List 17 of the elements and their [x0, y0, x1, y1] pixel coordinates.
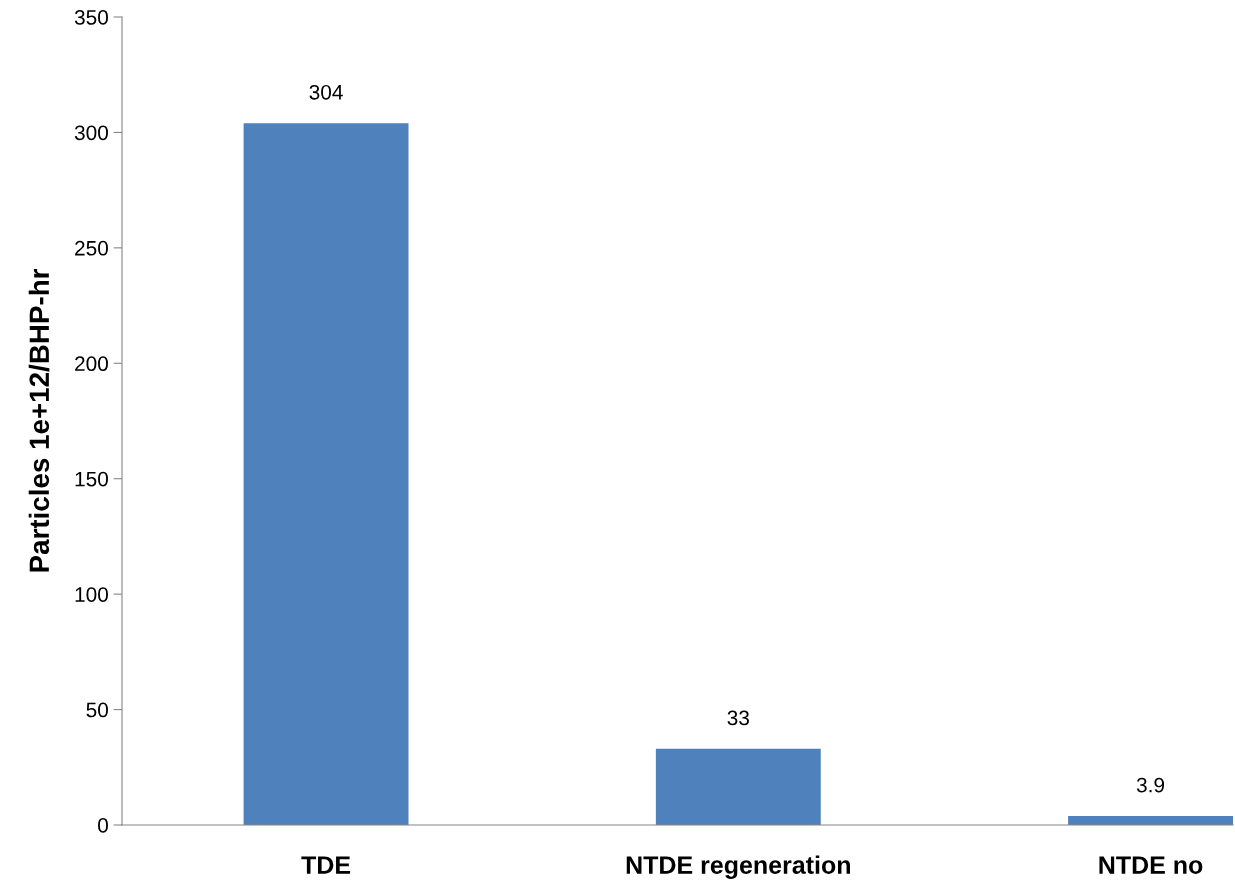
y-tick-label: 300 [74, 125, 108, 141]
y-tick-label: 0 [98, 818, 108, 833]
data-label: 33 [727, 710, 749, 726]
data-label: 304 [309, 84, 343, 100]
y-tick-label: 250 [75, 240, 108, 256]
bar [243, 123, 409, 825]
x-tick-label: TDE [301, 856, 351, 874]
y-tick-label: 100 [75, 587, 108, 602]
y-tick-label: 200 [75, 356, 108, 372]
y-axis-title: Particles 1e+12/BHP-hr [28, 268, 50, 572]
x-tick-label: NTDE regeneration [626, 855, 850, 879]
y-tick-label: 50 [86, 702, 108, 718]
bar [655, 748, 821, 825]
x-tick-label: NTDE no [1099, 856, 1203, 874]
data-label: 3.9 [1136, 777, 1165, 793]
y-tick-label: 150 [75, 471, 108, 487]
y-tick-label: 350 [74, 10, 108, 25]
